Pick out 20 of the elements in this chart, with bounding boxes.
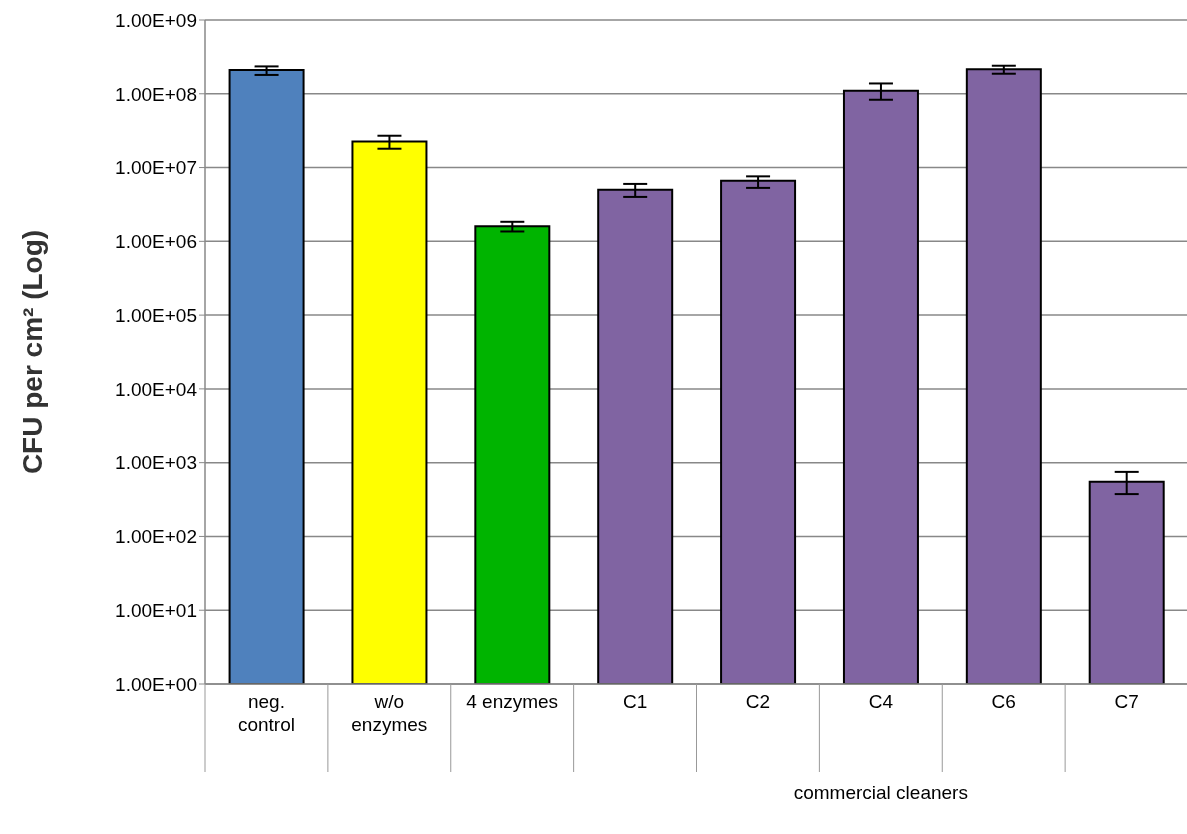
x-tick-label: C1 [622,691,648,712]
x-tick-label: w/o enzymes [351,691,428,735]
y-tick-label: 1.00E+06 [115,231,197,253]
x-tick-label: 4 enzymes [466,691,559,712]
x-tick-label: C7 [1114,691,1139,712]
y-tick-label: 1.00E+03 [115,452,197,474]
x-tick-label: C6 [991,691,1016,712]
y-tick-label: 1.00E+02 [115,526,197,548]
y-tick-label: 1.00E+07 [115,157,197,179]
text: commercial cleaners [792,782,969,804]
y-tick-label: 1.00E+09 [115,9,197,31]
y-axis-title: CFU per cm² (Log) [16,229,48,475]
y-tick-label: 1.00E+04 [115,378,198,400]
x-tick-label: C4 [868,691,894,712]
y-tick-label: 1.00E+01 [115,599,197,621]
x-tick-label: C2 [745,691,771,712]
y-tick-label: 1.00E+08 [115,83,197,105]
x-tick-label: neg. control [237,691,295,735]
y-tick-label: 1.00E+05 [115,304,197,326]
y-tick-label: 1.00E+00 [115,673,197,695]
